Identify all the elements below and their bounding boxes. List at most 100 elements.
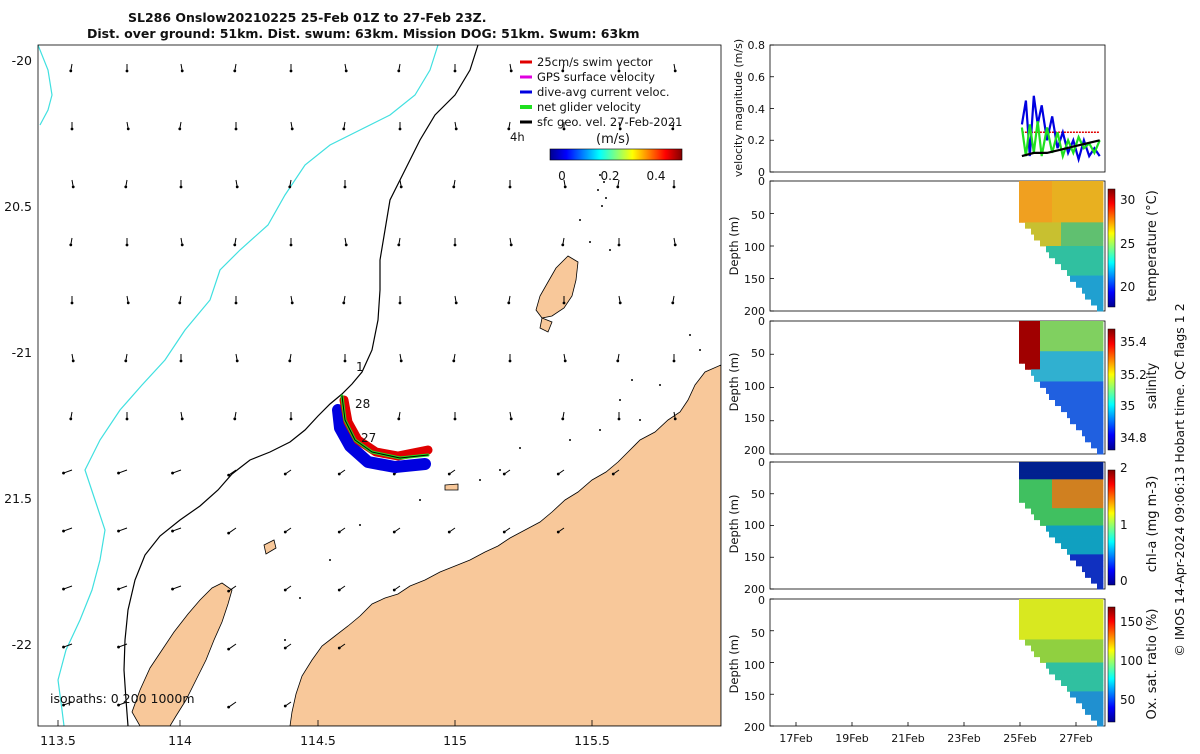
geo-velocity-arrowhead (171, 587, 174, 591)
salinity-cell (1073, 327, 1077, 334)
temperature-cell (1091, 240, 1095, 247)
glider-track (332, 394, 433, 473)
salinity-cell (1082, 363, 1086, 370)
chla-cell (1073, 467, 1077, 474)
salinity-cell (1073, 387, 1077, 394)
chla-cell (1049, 519, 1053, 526)
chla-cell (1067, 537, 1071, 544)
salinity-cell (1040, 351, 1044, 358)
oxygen-cell (1079, 627, 1083, 635)
salinity-cell (1073, 339, 1077, 346)
geo-velocity-arrow (172, 469, 182, 474)
salinity-cell (1079, 321, 1083, 328)
temperature-cell (1097, 228, 1101, 235)
chla-cell (1082, 548, 1086, 555)
oxygen-cell (1040, 639, 1044, 646)
oxygen-cell (1043, 650, 1047, 658)
temperature-cell (1097, 240, 1101, 247)
salinity-cell (1061, 399, 1065, 407)
svg-text:0.4: 0.4 (748, 103, 766, 116)
temperature-cell (1055, 216, 1059, 223)
chla-colorbar (1107, 469, 1116, 586)
oxygen-cell (1058, 616, 1062, 623)
salinity-cell (1088, 393, 1092, 400)
chla-cell (1064, 525, 1068, 532)
oxygen-cell (1040, 610, 1044, 617)
oxygen-cell (1064, 627, 1068, 635)
geo-velocity-arrowhead (180, 417, 184, 421)
oxygen-cell (1100, 604, 1104, 611)
salinity-cell (1034, 339, 1038, 346)
temperature-cell (1082, 228, 1086, 235)
chla-cell (1058, 467, 1062, 474)
geo-velocity-arrowhead (452, 359, 456, 363)
isopaths-label: isopaths: 0 200 1000m (50, 691, 195, 706)
title-line-2: Dist. over ground: 51km. Dist. swum: 63k… (87, 26, 640, 41)
chla-cell (1037, 502, 1041, 509)
salinity-cell (1082, 423, 1086, 431)
oxygen-cell (1097, 702, 1101, 710)
temperature-cell (1073, 198, 1077, 206)
salinity-cell (1094, 429, 1098, 437)
temperature-cell (1022, 216, 1026, 223)
salinity-cell (1088, 363, 1092, 370)
chla-cell (1094, 560, 1098, 567)
temperature-cell (1058, 216, 1062, 223)
svg-text:100: 100 (1120, 654, 1143, 668)
oxygen-cell (1070, 616, 1074, 623)
salinity-cell (1049, 375, 1053, 382)
chla-cell (1094, 513, 1098, 521)
temperature-cell (1076, 275, 1080, 282)
oxygen-cell (1055, 616, 1059, 623)
temperature-cell (1067, 228, 1071, 235)
temperature-cell (1100, 281, 1104, 288)
salinity-cell (1082, 333, 1086, 340)
chla-cell (1070, 496, 1074, 503)
salinity-cell (1097, 393, 1101, 400)
geo-velocity-arrowhead (283, 530, 287, 534)
salinity-cell (1079, 327, 1083, 334)
oxygen-cell (1088, 656, 1092, 663)
geo-velocity-arrowhead (117, 645, 120, 649)
geo-velocity-arrow (172, 585, 182, 590)
geo-velocity-arrowhead (616, 359, 620, 363)
temperature-cell (1100, 293, 1104, 300)
oxygen-cell (1052, 604, 1056, 611)
salinity-cell (1082, 387, 1086, 394)
chla-cell (1067, 496, 1071, 503)
salinity-cell (1046, 387, 1050, 394)
salinity-cell (1091, 435, 1095, 443)
temperature-cell (1088, 246, 1092, 253)
chla-cell (1076, 462, 1080, 469)
geo-velocity-arrowhead (289, 243, 293, 247)
chla-cell (1064, 508, 1068, 515)
oxygen-cell (1091, 645, 1095, 652)
oxygen-cell (1085, 622, 1089, 629)
chla-cell (1049, 525, 1053, 532)
temperature-cell (1085, 234, 1089, 241)
salinity-cell (1043, 381, 1047, 388)
chla-cell (1070, 542, 1074, 549)
chla-cell (1085, 519, 1089, 526)
salinity-cell (1088, 411, 1092, 419)
salinity-cell (1025, 351, 1029, 358)
temperature-cell (1079, 251, 1083, 259)
reef-dots (284, 174, 701, 641)
chla-cell (1094, 537, 1098, 544)
temperature-cell (1031, 198, 1035, 206)
salinity-cell (1088, 423, 1092, 431)
chla-cell (1094, 485, 1098, 492)
oxygen-cell (1052, 645, 1056, 652)
chla-cell (1097, 525, 1101, 532)
oxygen-cell (1085, 662, 1089, 669)
salinity-cell (1067, 363, 1071, 370)
chla-cell (1022, 479, 1026, 486)
temperature-cell (1070, 222, 1074, 229)
svg-text:0: 0 (758, 175, 765, 188)
oxygen-cell (1088, 662, 1092, 669)
temperature-cell (1055, 204, 1059, 211)
svg-text:0: 0 (758, 315, 765, 328)
chla-cell (1058, 473, 1062, 480)
map-frame (37, 44, 722, 727)
salinity-cell (1037, 357, 1041, 364)
